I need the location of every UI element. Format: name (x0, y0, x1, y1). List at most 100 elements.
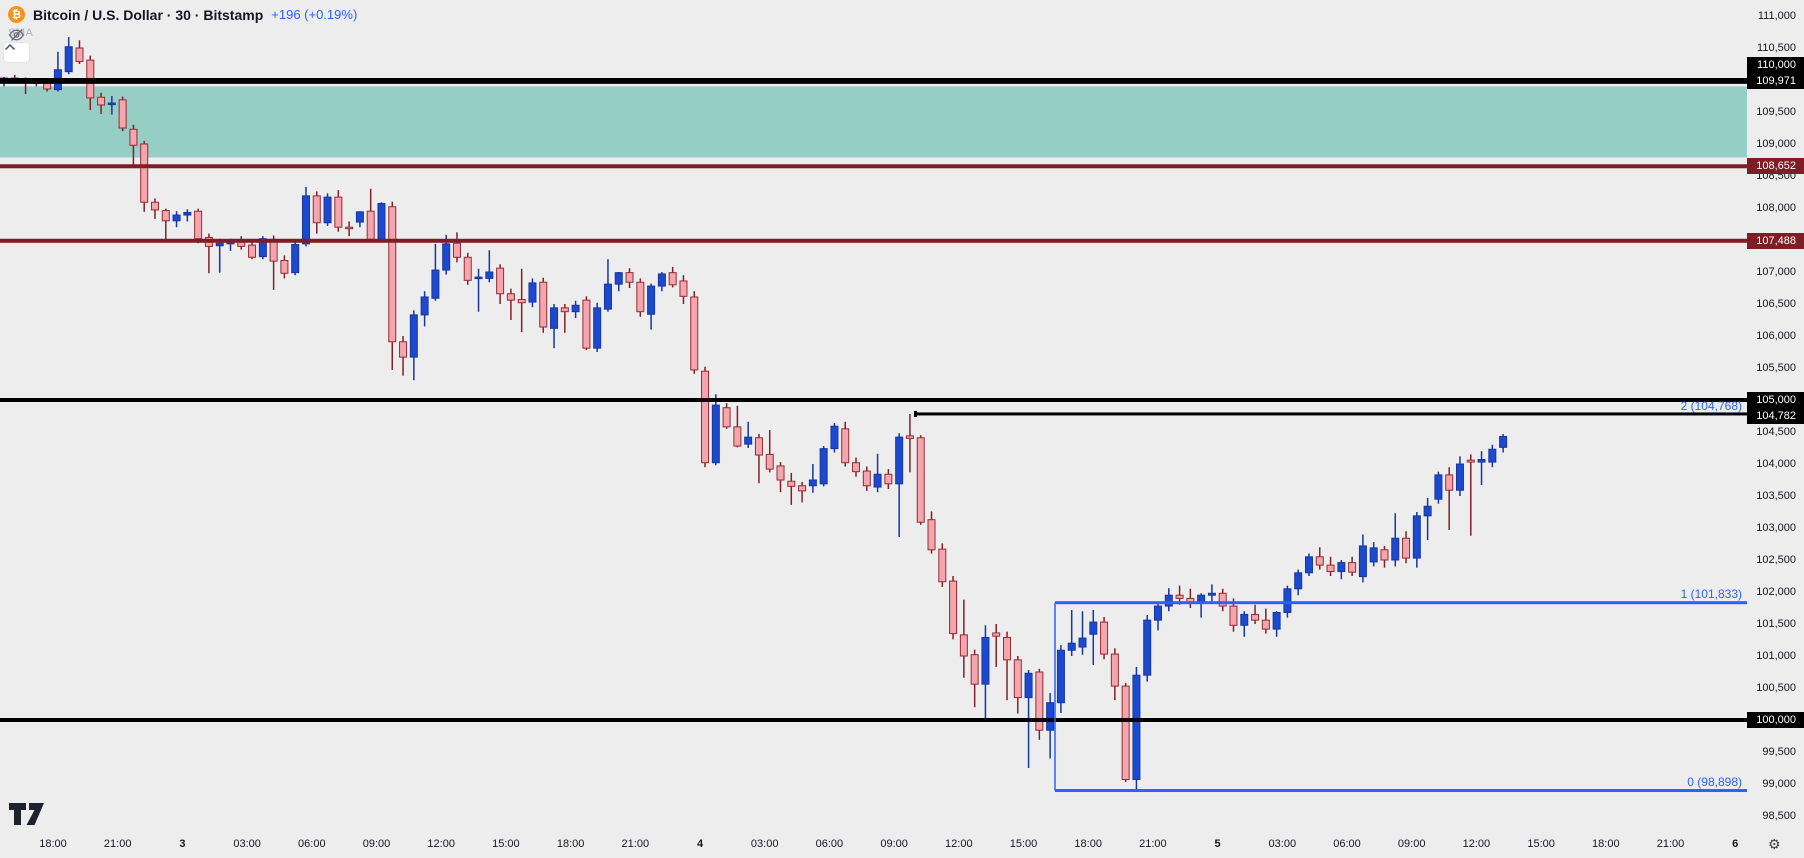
time-label-day: 6 (1732, 838, 1739, 850)
supply-zone[interactable] (0, 86, 1747, 158)
time-label: 06:00 (815, 838, 844, 850)
candle-down (560, 307, 569, 313)
candle-up (301, 195, 310, 245)
price-tick-label: 106,500 (1756, 298, 1796, 310)
fib-line-1[interactable] (1055, 601, 1747, 605)
candle-wick-up (1480, 451, 1483, 486)
candle-down (884, 473, 893, 485)
candle-wick-up (1081, 611, 1084, 655)
candle-wick-down (790, 472, 793, 505)
time-label: 12:00 (427, 838, 455, 850)
price-tick-label: 100,500 (1756, 682, 1796, 694)
candle-down (1013, 659, 1022, 699)
time-label-day: 4 (696, 838, 704, 850)
candle-down (140, 143, 149, 203)
candle-wick-down (165, 208, 167, 241)
candle-down (1035, 671, 1044, 731)
candle-down (949, 580, 958, 635)
chart-plot-area[interactable]: ₿ Bitcoin / U.S. Dollar · 30 · Bitstamp … (0, 0, 1747, 833)
candle-down (1229, 605, 1238, 626)
time-label: 18:00 (556, 838, 585, 850)
maroon-line-108652[interactable] (0, 164, 1747, 169)
price-tick-label: 104,000 (1756, 458, 1796, 470)
candle-up (1283, 588, 1292, 613)
candle-down (959, 634, 968, 657)
candle-wick-up (898, 433, 900, 537)
time-label: 18:00 (1592, 838, 1620, 850)
price-tick-label: 107,000 (1756, 266, 1796, 278)
black-ray-104782-anchor[interactable] (914, 410, 917, 417)
black-line-105000[interactable] (0, 398, 1747, 402)
candle-wick-up (229, 238, 232, 251)
candle-wick-down (768, 430, 771, 473)
candle-up (323, 196, 332, 224)
time-label: 09:00 (880, 838, 908, 850)
candle-up (603, 283, 612, 310)
candle-wick-up (876, 453, 879, 493)
candle-wick-up (747, 421, 749, 448)
candle-down (452, 242, 461, 258)
candle-up (183, 211, 192, 216)
candle-up (355, 211, 364, 223)
candle-up (819, 448, 828, 485)
collapse-toolbar-button[interactable] (3, 42, 30, 63)
candle-up (744, 436, 753, 445)
black-line-109971[interactable] (0, 79, 1747, 84)
candle-up (528, 282, 537, 303)
candle-down (733, 426, 742, 447)
black-ray-104782[interactable] (915, 412, 1747, 416)
price-tick-label: 104,500 (1756, 426, 1796, 438)
time-label: 18:00 (1074, 838, 1102, 850)
fib-vertical-line[interactable] (1054, 602, 1056, 791)
time-axis[interactable]: ⚙ 18:00 21:00 3 03:00 06:00 09:00 12:00 15:00 18… (0, 833, 1804, 858)
price-axis[interactable]: 111,000110,500110,000109,500109,000108,5… (1747, 0, 1804, 833)
candle-up (1477, 459, 1486, 463)
candle-down (1218, 592, 1227, 607)
candle-down (129, 128, 138, 146)
gear-icon[interactable]: ⚙ (1768, 836, 1781, 852)
candle-wick-up (477, 268, 480, 312)
symbol-title[interactable]: Bitcoin / U.S. Dollar · 30 · Bitstamp (33, 6, 264, 23)
price-tick-label: 111,000 (1757, 10, 1796, 22)
candle-up (1164, 594, 1173, 607)
time-label: 03:00 (750, 838, 779, 850)
time-label: 18:00 (39, 838, 67, 850)
candle-up (1056, 649, 1065, 704)
candle-wick-down (208, 233, 210, 274)
price-line-badge: 108,652 (1747, 158, 1804, 174)
price-tick-label: 99,000 (1762, 778, 1796, 790)
candle-up (377, 203, 386, 240)
time-label: 09:00 (1397, 838, 1426, 850)
candle-down (1380, 549, 1389, 561)
candle-up (1499, 435, 1508, 448)
black-line-100000[interactable] (0, 718, 1747, 722)
maroon-line-107488[interactable] (0, 238, 1747, 243)
eye-off-icon[interactable] (8, 27, 25, 43)
candle-up (657, 273, 666, 287)
bitcoin-icon: ₿ (8, 6, 25, 23)
candle-down (1100, 621, 1109, 655)
price-tick-label: 109,500 (1756, 106, 1796, 118)
candle-wick-up (1070, 609, 1073, 656)
candle-down (1110, 653, 1119, 687)
candle-down (1251, 613, 1260, 621)
price-tick-label: 99,500 (1762, 746, 1796, 758)
fib-line-0[interactable] (1055, 789, 1747, 793)
candle-down (798, 485, 807, 492)
price-tick-label: 101,500 (1756, 618, 1796, 630)
candle-up (215, 242, 224, 247)
candle-wick-down (1470, 454, 1472, 536)
candle-down (927, 519, 936, 551)
price-line-badge: 109,971 (1747, 73, 1804, 89)
time-label: 03:00 (1268, 838, 1297, 850)
candle-up (1369, 547, 1378, 563)
candle-down (345, 226, 354, 230)
candle-up (571, 304, 580, 313)
candle-down (765, 453, 774, 470)
candle-up (1294, 572, 1303, 590)
candle-up (1304, 556, 1313, 574)
price-line-badge: 104,782 (1747, 408, 1804, 424)
candle-down (539, 281, 548, 328)
candle-down (722, 407, 731, 428)
candle-up (614, 272, 623, 285)
